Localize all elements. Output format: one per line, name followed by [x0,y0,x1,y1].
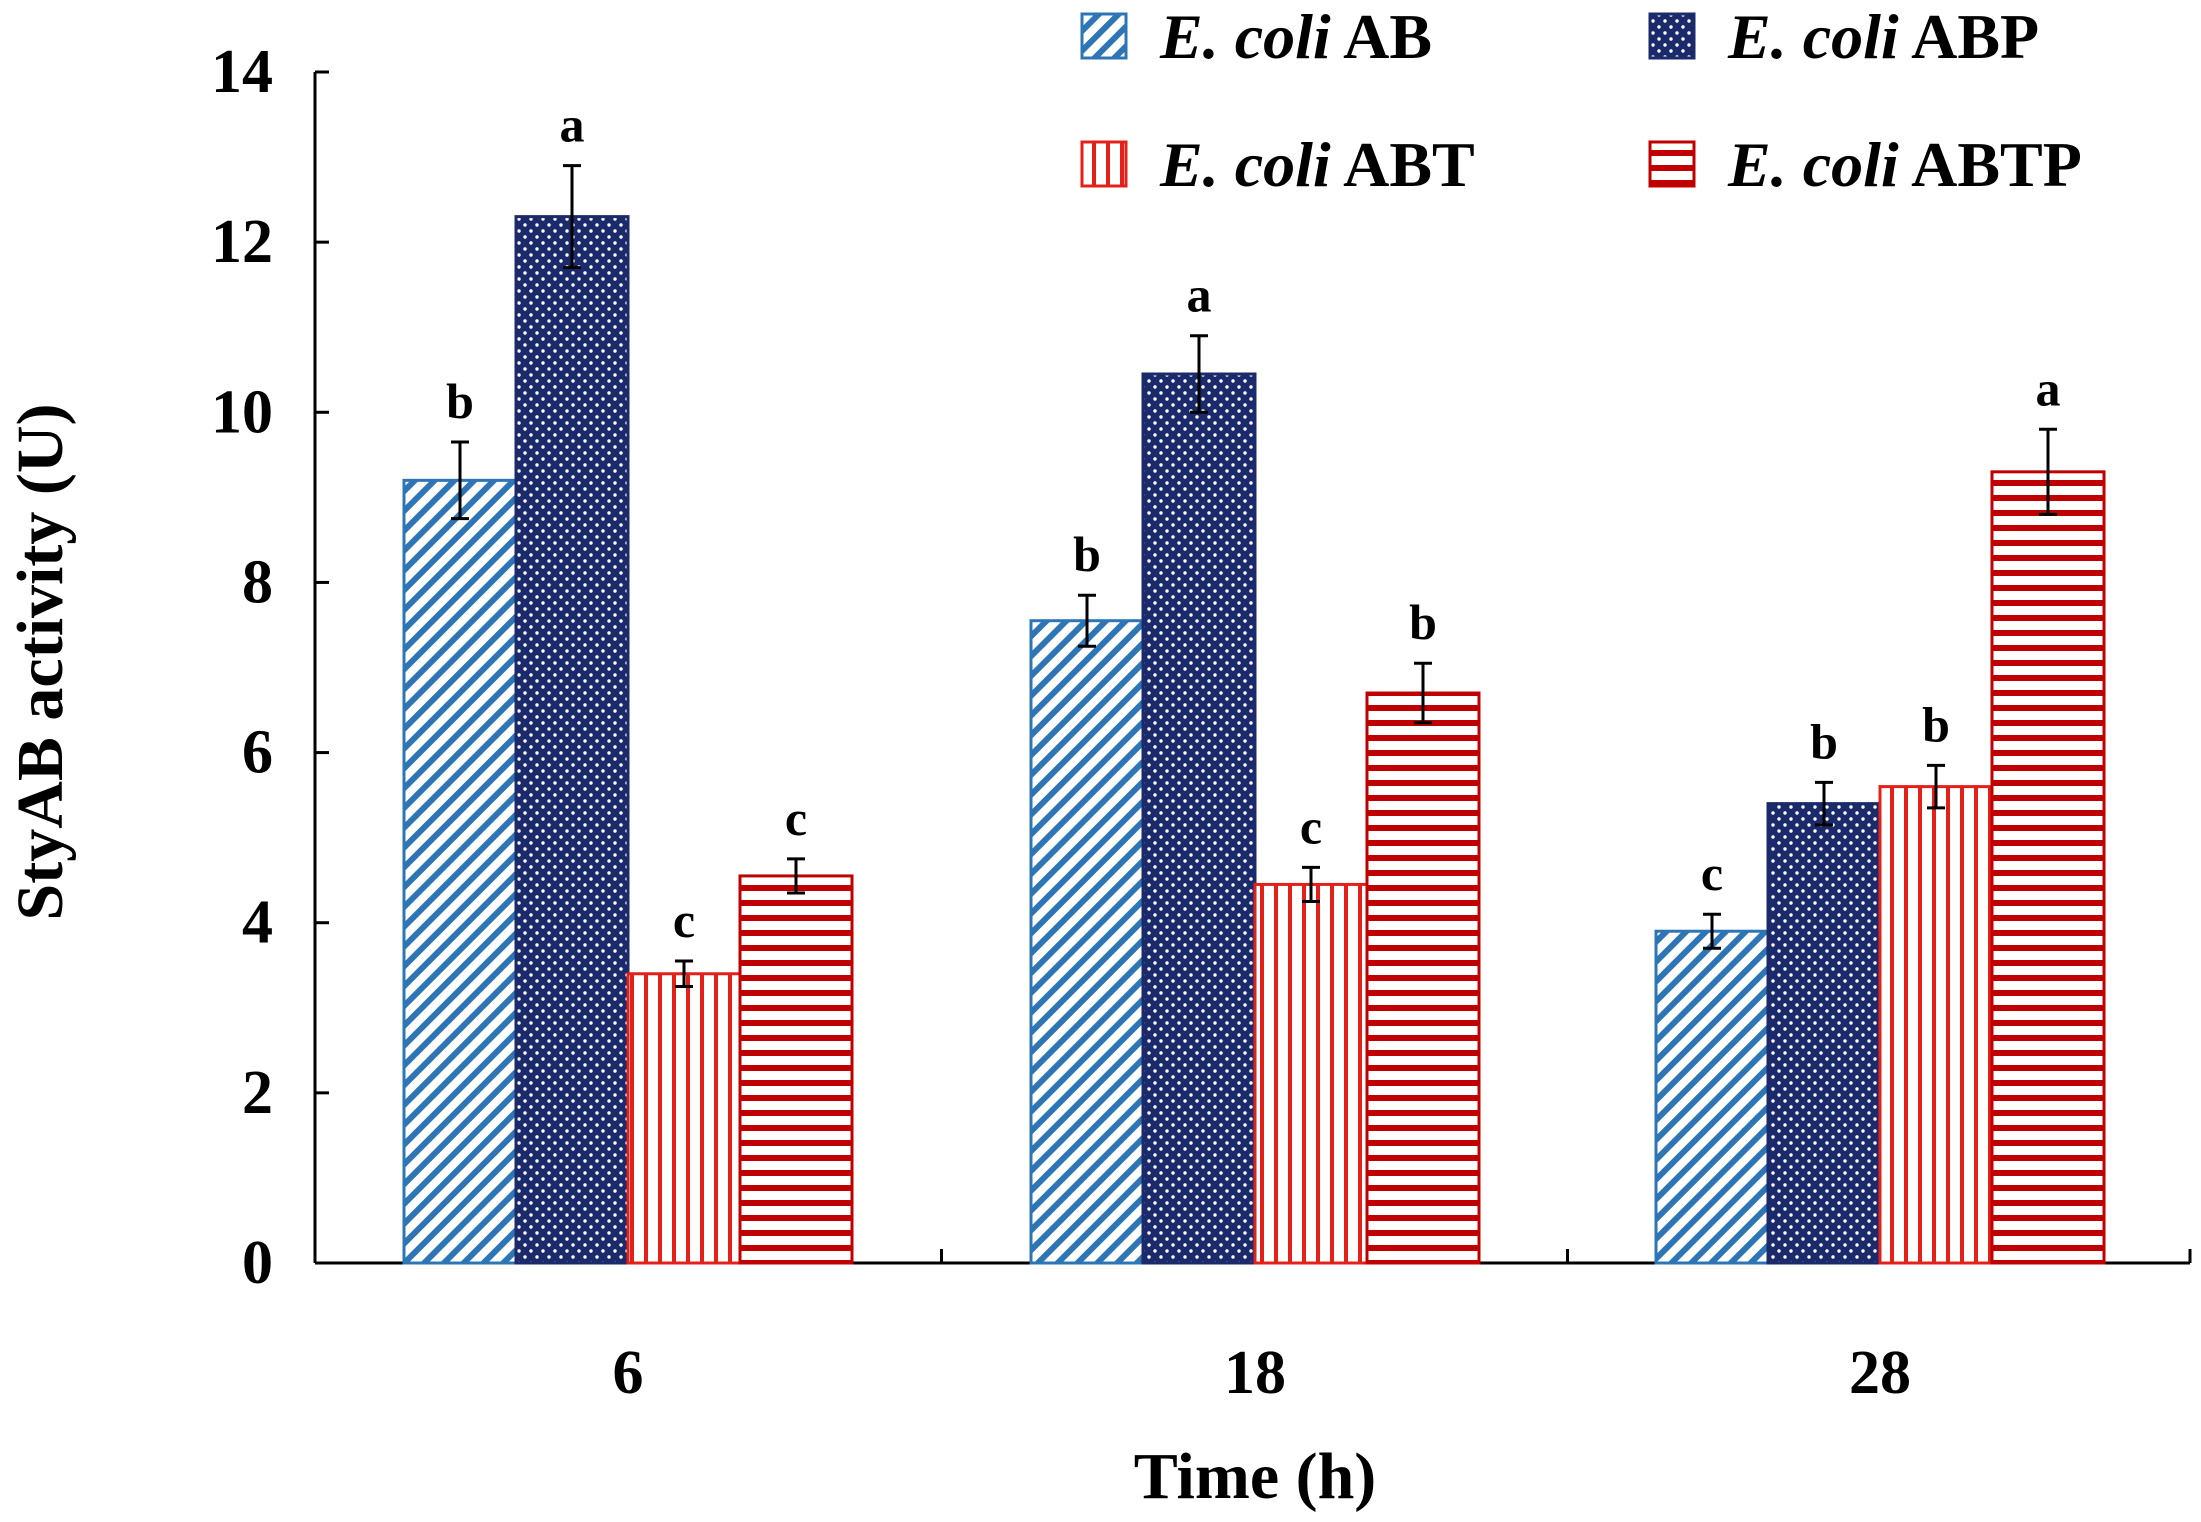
bar-abp-28h [1766,802,1882,1265]
error-bar [2039,427,2057,516]
error-bar [1703,912,1721,950]
bar-abp-18h [1141,372,1257,1265]
bar-abtp-28h [1990,470,2106,1265]
legend-label: E. coli ABT [1159,129,1475,200]
bar-abt-28h [1878,785,1994,1265]
legend-swatch [1648,12,1696,60]
bar-abt-18h [1253,882,1369,1265]
error-bar [1815,780,1833,827]
legend-label: E. coli ABTP [1727,129,2082,200]
x-axis-title: Time (h) [1134,1440,1377,1513]
legend-item-abp: E. coli ABP [1648,1,2039,72]
legend-swatch [1648,140,1696,188]
legend-swatch [1080,140,1128,188]
significance-letter: b [1073,526,1101,582]
error-bar [1190,334,1208,414]
error-bar [787,857,805,895]
error-bar [451,440,469,521]
y-tick-label: 6 [242,719,273,787]
x-tick-label: 6 [613,1339,644,1407]
significance-letter: c [1701,845,1723,901]
error-bar [1302,865,1320,903]
axes: 0 2 4 6 8 10 12 14 6 18 28 [211,38,2192,1407]
x-tick-label: 18 [1224,1339,1286,1407]
significance-letter: c [785,790,807,846]
legend-swatch [1080,12,1128,60]
y-tick-label: 4 [242,889,273,957]
bar-abtp-6h [738,874,854,1265]
legend-label: E. coli ABP [1727,1,2039,72]
error-bar [1414,661,1432,725]
significance-letter: b [446,373,474,429]
legend-label: E. coli AB [1159,1,1432,72]
significance-letter: b [1409,594,1437,650]
bar-ab-28h [1654,929,1770,1265]
y-tick-label: 0 [242,1229,273,1297]
significance-letter: b [1922,696,1950,752]
significance-letter: a [1187,267,1212,323]
legend-item-ab: E. coli AB [1080,1,1432,72]
x-tick-label: 28 [1849,1339,1911,1407]
y-tick-label: 14 [211,38,273,106]
bar-abt-6h [626,972,742,1265]
bar-abtp-18h [1365,691,1481,1265]
y-tick-label: 12 [211,208,273,276]
legend-item-abtp: E. coli ABTP [1648,129,2082,200]
significance-letter: a [2036,360,2061,416]
significance-letter: a [560,97,585,153]
y-tick-label: 2 [242,1059,273,1127]
y-axis-title: StyAB activity (U) [4,404,77,921]
error-bar [1078,593,1096,648]
y-tick-label: 8 [242,548,273,616]
error-bar [1927,763,1945,810]
significance-letter: b [1810,713,1838,769]
bar-ab-6h [402,478,518,1265]
error-bar [675,959,693,989]
error-bar [563,164,581,270]
bar-abp-6h [514,215,630,1265]
y-tick-label: 10 [211,378,273,446]
bar-ab-18h [1029,619,1145,1265]
significance-letter: c [1300,798,1322,854]
legend-item-abt: E. coli ABT [1080,129,1475,200]
significance-letter: c [673,892,695,948]
legend: E. coli AB E. coli ABP E. coli ABT E. coli … [1080,1,2082,200]
